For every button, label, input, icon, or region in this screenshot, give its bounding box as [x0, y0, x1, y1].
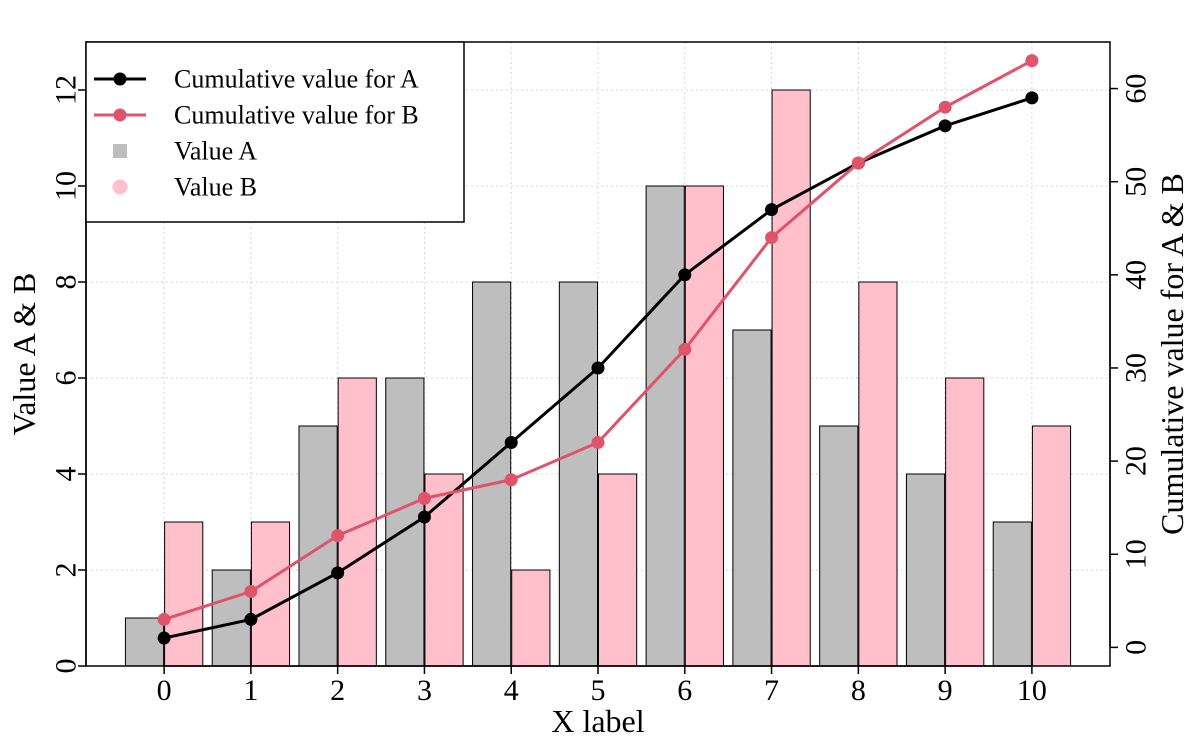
cumulative-point-a	[678, 268, 692, 282]
bar-value-a	[298, 425, 338, 667]
y2-tick-label: 10	[1120, 539, 1153, 569]
legend-label: Cumulative value for B	[174, 101, 419, 130]
cumulative-point-a	[157, 631, 171, 645]
bars	[124, 89, 1072, 667]
legend-swatch-point	[113, 72, 127, 86]
bar-value-a	[732, 329, 772, 667]
cumulative-point-a	[417, 510, 431, 524]
cumulative-point-a	[938, 119, 952, 133]
bar-value-a	[905, 473, 946, 667]
legend-box	[85, 41, 465, 223]
bar-value-b	[424, 473, 464, 667]
legend-swatch-circle	[112, 179, 128, 195]
cumulative-point-b	[244, 584, 258, 598]
legend-swatch-square	[113, 144, 127, 158]
x-tick-label: 1	[243, 674, 258, 707]
x-tick-label: 7	[764, 674, 779, 707]
legend: Cumulative value for A Cumulative value f…	[85, 41, 465, 223]
x-tick-label: 8	[851, 674, 866, 707]
x-axis-title: X label	[551, 703, 644, 739]
legend-swatch-point	[113, 108, 127, 122]
cumulative-point-b	[331, 529, 345, 543]
y2-tick-label: 30	[1120, 353, 1153, 383]
y2-axis-title: Cumulative value for A & B	[1154, 173, 1190, 535]
bar-value-a	[819, 425, 859, 667]
y2-tick-label: 20	[1120, 446, 1153, 476]
cumulative-point-a	[765, 203, 779, 217]
y-tick-label: 4	[50, 467, 83, 482]
y2-tick-label: 0	[1120, 640, 1153, 655]
x-tick-label: 5	[591, 674, 606, 707]
bar-value-b	[684, 185, 724, 667]
x-tick-label: 9	[938, 674, 953, 707]
legend-label: Value A	[174, 137, 257, 166]
cumulative-point-b	[504, 473, 518, 487]
legend-label: Value B	[174, 173, 257, 202]
bar-value-b	[598, 473, 638, 667]
cumulative-point-b	[157, 612, 171, 626]
bar-value-b	[858, 281, 898, 667]
y2-tick-label: 50	[1120, 167, 1153, 197]
y-tick-label: 2	[50, 563, 83, 578]
cumulative-point-b	[851, 156, 865, 170]
bar-value-a	[558, 281, 599, 667]
x-tick-label: 4	[504, 674, 519, 707]
cumulative-point-b	[591, 435, 605, 449]
bar-value-a	[124, 617, 165, 667]
bar-value-b	[164, 521, 204, 667]
cumulative-point-a	[1025, 91, 1039, 105]
y-tick-label: 6	[50, 371, 83, 386]
bar-value-b	[250, 521, 291, 667]
bar-value-b	[945, 377, 985, 667]
bar-value-a	[645, 185, 685, 667]
y2-tick-label: 60	[1120, 74, 1153, 104]
cumulative-point-b	[765, 231, 779, 245]
cumulative-point-a	[504, 435, 518, 449]
cumulative-point-a	[331, 566, 345, 580]
y-tick-label: 8	[50, 275, 83, 290]
bar-value-a	[992, 521, 1032, 667]
bar-value-b	[1031, 425, 1072, 667]
cumulative-point-a	[244, 612, 258, 626]
bar-value-a	[472, 281, 512, 667]
x-tick-label: 6	[677, 674, 692, 707]
x-tick-label: 0	[157, 674, 172, 707]
cumulative-point-b	[678, 342, 692, 356]
y-tick-label: 10	[50, 171, 83, 201]
cumulative-point-a	[591, 361, 605, 375]
cumulative-point-b	[1025, 54, 1039, 68]
x-tick-label: 3	[417, 674, 432, 707]
y-tick-label: 0	[50, 659, 83, 674]
y2-tick-label: 40	[1120, 260, 1153, 290]
bar-value-b	[511, 569, 551, 667]
y-axis-title: Value A & B	[6, 273, 42, 436]
cumulative-lines	[157, 54, 1039, 645]
x-tick-label: 2	[330, 674, 345, 707]
legend-label: Cumulative value for A	[174, 65, 419, 94]
y-tick-label: 12	[50, 75, 83, 105]
bar-value-b	[771, 89, 811, 667]
cumulative-point-b	[417, 491, 431, 505]
x-tick-label: 10	[1017, 674, 1047, 707]
cumulative-point-b	[938, 100, 952, 114]
bar-value-a	[211, 569, 251, 667]
